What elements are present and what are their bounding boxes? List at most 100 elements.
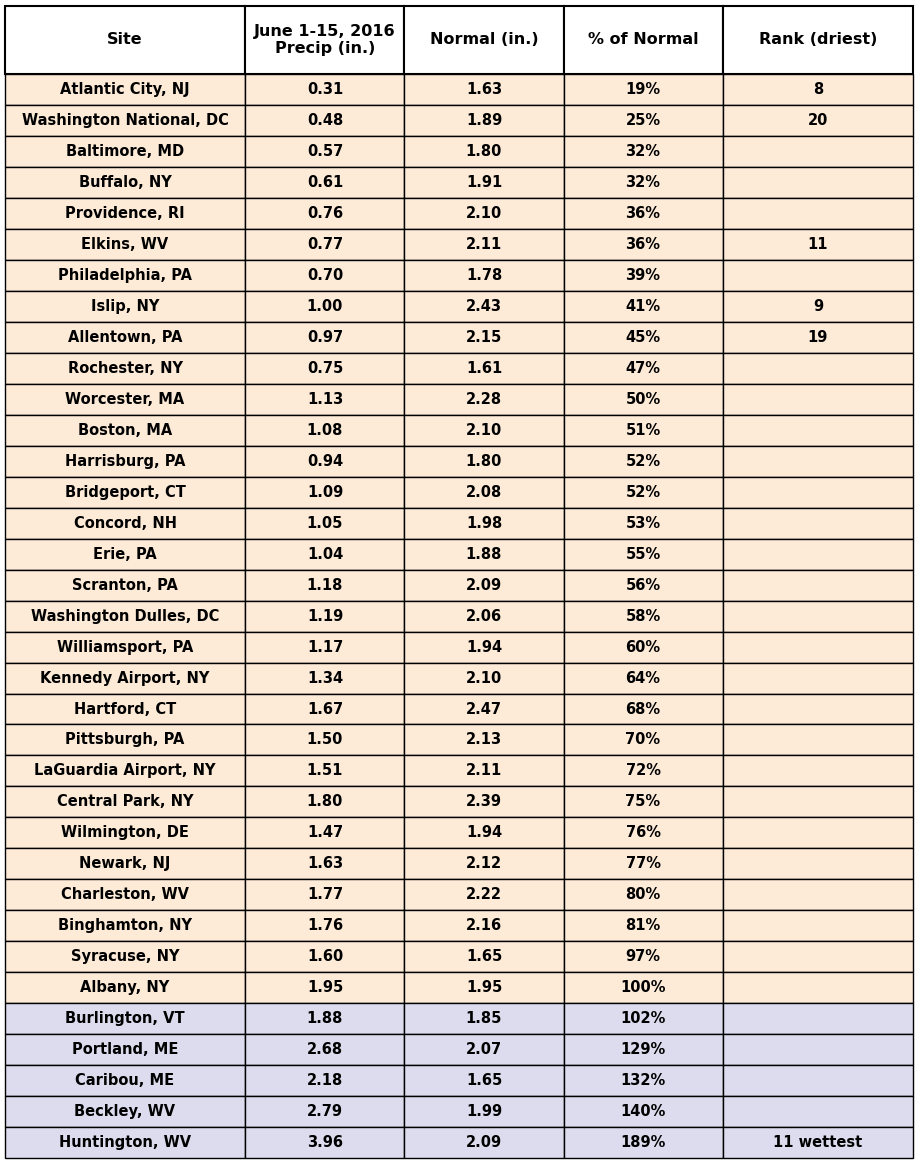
Bar [245,291,405,321]
Text: 52%: 52% [625,484,661,499]
Bar [5,972,245,1003]
Text: 0.94: 0.94 [307,454,343,469]
Bar [5,198,245,229]
Bar [245,910,405,942]
Bar [722,910,913,942]
Text: 132%: 132% [621,1073,666,1088]
Bar [245,817,405,849]
Bar [722,1096,913,1127]
Bar [722,166,913,198]
Bar [405,662,564,694]
Bar [5,446,245,477]
Bar [405,291,564,321]
Text: 39%: 39% [625,268,661,283]
Bar [564,6,722,74]
Text: % of Normal: % of Normal [588,33,699,48]
Bar [564,353,722,384]
Bar [405,1065,564,1096]
Text: 41%: 41% [625,299,661,314]
Bar [405,105,564,136]
Bar [5,539,245,569]
Bar [564,724,722,755]
Bar [5,6,245,74]
Bar [564,136,722,166]
Text: Bridgeport, CT: Bridgeport, CT [64,484,185,499]
Bar [5,910,245,942]
Bar [245,74,405,105]
Bar [245,446,405,477]
Bar [245,632,405,662]
Text: 47%: 47% [625,361,661,376]
Bar [722,724,913,755]
Text: 1.60: 1.60 [307,950,343,964]
Bar [564,414,722,446]
Bar [5,694,245,724]
Text: 140%: 140% [621,1105,666,1120]
Text: 2.11: 2.11 [465,236,502,251]
Text: 189%: 189% [621,1135,666,1150]
Bar [5,1096,245,1127]
Bar [564,1127,722,1158]
Bar [405,942,564,972]
Text: 19%: 19% [625,81,661,97]
Text: 2.47: 2.47 [466,702,502,717]
Text: 81%: 81% [625,918,661,934]
Bar [564,508,722,539]
Text: 1.50: 1.50 [307,732,343,747]
Bar [5,105,245,136]
Bar [5,724,245,755]
Bar [405,569,564,601]
Text: 2.22: 2.22 [466,887,502,902]
Text: 58%: 58% [625,609,661,624]
Text: Philadelphia, PA: Philadelphia, PA [58,268,192,283]
Text: 0.97: 0.97 [307,329,343,345]
Text: 2.68: 2.68 [307,1042,343,1057]
Text: 53%: 53% [625,516,661,531]
Text: Syracuse, NY: Syracuse, NY [71,950,179,964]
Bar [405,136,564,166]
Text: Site: Site [107,33,143,48]
Bar [5,477,245,508]
Text: 51%: 51% [625,423,661,438]
Text: 0.75: 0.75 [307,361,343,376]
Bar [722,229,913,260]
Text: Elkins, WV: Elkins, WV [82,236,169,251]
Bar [722,74,913,105]
Bar [245,508,405,539]
Text: 1.34: 1.34 [307,670,343,686]
Bar [722,1127,913,1158]
Bar [245,879,405,910]
Bar [722,291,913,321]
Text: 50%: 50% [625,392,661,406]
Text: Islip, NY: Islip, NY [91,299,159,314]
Bar [722,972,913,1003]
Text: 8: 8 [812,81,823,97]
Text: 1.88: 1.88 [465,547,502,561]
Bar [564,879,722,910]
Bar [5,384,245,414]
Bar [245,1003,405,1035]
Bar [245,694,405,724]
Text: 36%: 36% [625,206,661,221]
Text: 1.47: 1.47 [307,825,343,840]
Bar [5,229,245,260]
Bar [722,1003,913,1035]
Bar [564,260,722,291]
Text: Binghamton, NY: Binghamton, NY [58,918,192,934]
Bar [5,353,245,384]
Text: Huntington, WV: Huntington, WV [59,1135,191,1150]
Bar [405,1035,564,1065]
Text: 1.51: 1.51 [307,764,343,779]
Bar [245,6,405,74]
Bar [722,105,913,136]
Text: 2.07: 2.07 [466,1042,502,1057]
Bar [722,849,913,879]
Bar [405,229,564,260]
Bar [722,662,913,694]
Text: 1.65: 1.65 [465,1073,502,1088]
Text: 1.99: 1.99 [466,1105,502,1120]
Bar [405,446,564,477]
Bar [245,1096,405,1127]
Text: 100%: 100% [621,980,666,995]
Text: 45%: 45% [625,329,661,345]
